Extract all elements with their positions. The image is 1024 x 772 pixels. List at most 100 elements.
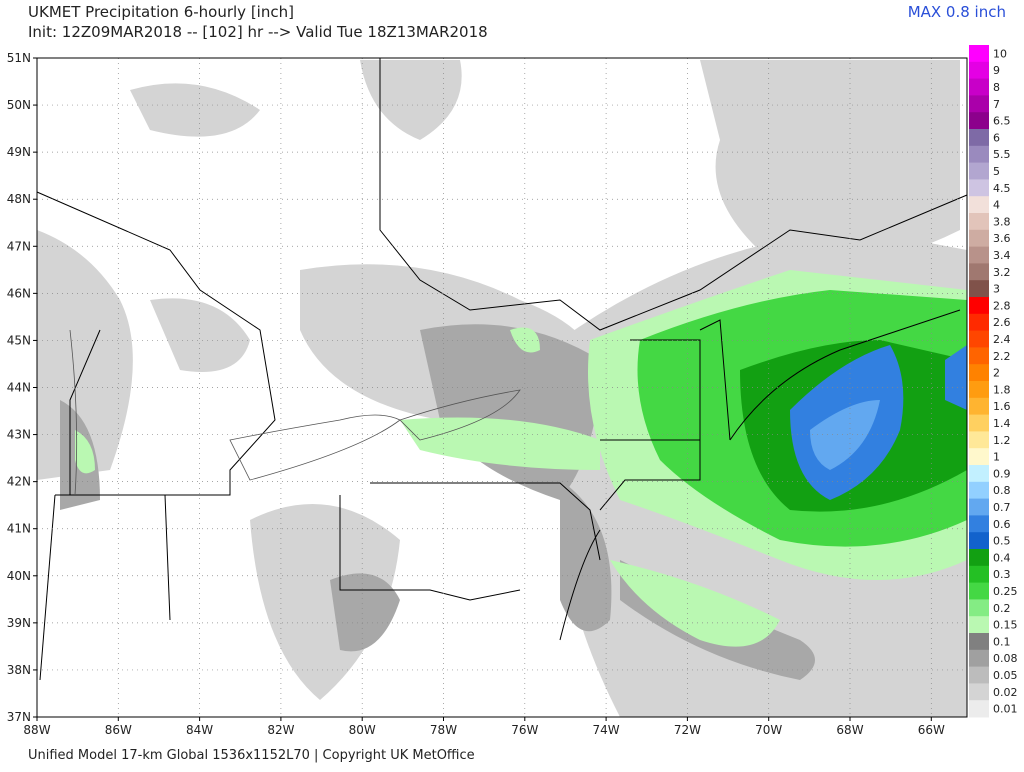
colorbar-label: 1.6 bbox=[993, 400, 1011, 413]
lon-label: 68W bbox=[836, 723, 863, 737]
colorbar-swatch bbox=[969, 666, 989, 684]
colorbar-swatch bbox=[969, 465, 989, 483]
lon-label: 88W bbox=[23, 723, 50, 737]
lon-label: 72W bbox=[674, 723, 701, 737]
colorbar-swatch bbox=[969, 297, 989, 315]
colorbar-label: 9 bbox=[993, 64, 1000, 77]
colorbar-swatch bbox=[969, 649, 989, 668]
colorbar-swatch bbox=[969, 263, 989, 281]
colorbar-label: 8 bbox=[993, 81, 1000, 94]
colorbar-label: 1.8 bbox=[993, 383, 1011, 396]
title: UKMET Precipitation 6-hourly [inch] bbox=[28, 3, 294, 21]
colorbar-label: 3.4 bbox=[993, 249, 1011, 262]
colorbar-swatch bbox=[969, 45, 989, 63]
colorbar-label: 2 bbox=[993, 367, 1000, 380]
lat-label: 44N bbox=[7, 381, 31, 395]
lat-label: 45N bbox=[7, 333, 31, 347]
colorbar-swatch bbox=[969, 61, 989, 80]
colorbar-label: 0.02 bbox=[993, 686, 1018, 699]
colorbar-label: 0.15 bbox=[993, 619, 1018, 632]
colorbar-swatch bbox=[969, 129, 989, 147]
lat-label: 42N bbox=[7, 475, 31, 489]
lat-label: 37N bbox=[7, 710, 31, 724]
colorbar-label: 3.8 bbox=[993, 215, 1011, 228]
colorbar-label: 0.9 bbox=[993, 467, 1011, 480]
lon-label: 76W bbox=[511, 723, 538, 737]
colorbar-swatch bbox=[969, 515, 989, 533]
colorbar-swatch bbox=[969, 280, 989, 298]
lat-label: 49N bbox=[7, 145, 31, 159]
colorbar-label: 0.8 bbox=[993, 484, 1011, 497]
colorbar-label: 0.05 bbox=[993, 669, 1018, 682]
colorbar-label: 7 bbox=[993, 98, 1000, 111]
lon-label: 74W bbox=[593, 723, 620, 737]
colorbar-label: 0.1 bbox=[993, 635, 1011, 648]
lon-label: 82W bbox=[267, 723, 294, 737]
colorbar-swatch bbox=[969, 582, 989, 600]
lat-label: 43N bbox=[7, 428, 31, 442]
lat-label: 46N bbox=[7, 286, 31, 300]
lat-label: 48N bbox=[7, 192, 31, 206]
colorbar-label: 0.3 bbox=[993, 568, 1011, 581]
lon-label: 66W bbox=[918, 723, 945, 737]
colorbar-swatch bbox=[969, 700, 989, 718]
colorbar-swatch bbox=[969, 565, 989, 584]
colorbar-swatch bbox=[969, 330, 989, 348]
colorbar-label: 1.4 bbox=[993, 417, 1011, 430]
colorbar-label: 3 bbox=[993, 283, 1000, 296]
colorbar-label: 0.7 bbox=[993, 501, 1011, 514]
colorbar-swatch bbox=[969, 145, 989, 164]
colorbar-label: 0.2 bbox=[993, 602, 1011, 615]
colorbar-label: 6.5 bbox=[993, 115, 1011, 128]
subtitle: Init: 12Z09MAR2018 -- [102] hr --> Valid… bbox=[28, 23, 488, 41]
colorbar-swatch bbox=[969, 431, 989, 449]
colorbar-swatch bbox=[969, 229, 989, 248]
colorbar-label: 6 bbox=[993, 131, 1000, 144]
colorbar-swatch bbox=[969, 162, 989, 180]
colorbar-label: 5 bbox=[993, 165, 1000, 178]
colorbar-label: 2.2 bbox=[993, 350, 1011, 363]
colorbar-label: 10 bbox=[993, 47, 1007, 60]
colorbar-swatch bbox=[969, 532, 989, 550]
colorbar-swatch bbox=[969, 179, 989, 197]
colorbar-swatch bbox=[969, 616, 989, 634]
colorbar-label: 0.5 bbox=[993, 535, 1011, 548]
colorbar-label: 2.4 bbox=[993, 333, 1011, 346]
colorbar-label: 0.25 bbox=[993, 585, 1018, 598]
footer: Unified Model 17-km Global 1536x1152L70 … bbox=[28, 748, 475, 763]
colorbar-label: 3.6 bbox=[993, 232, 1011, 245]
colorbar-label: 4.5 bbox=[993, 182, 1011, 195]
colorbar-swatch bbox=[969, 683, 989, 701]
colorbar-swatch bbox=[969, 112, 989, 130]
lon-label: 84W bbox=[186, 723, 213, 737]
colorbar-swatch bbox=[969, 381, 989, 399]
colorbar-swatch bbox=[969, 196, 989, 214]
colorbar-swatch bbox=[969, 448, 989, 466]
lon-label: 70W bbox=[755, 723, 782, 737]
colorbar-swatch bbox=[969, 246, 989, 264]
lat-label: 47N bbox=[7, 239, 31, 253]
colorbar-label: 1 bbox=[993, 451, 1000, 464]
colorbar-swatch bbox=[969, 397, 989, 416]
max-label: MAX 0.8 inch bbox=[908, 3, 1006, 21]
lat-label: 40N bbox=[7, 569, 31, 583]
boundaries bbox=[36, 58, 968, 681]
lat-label: 39N bbox=[7, 616, 31, 630]
colorbar-swatch bbox=[969, 481, 989, 500]
colorbar-label: 0.01 bbox=[993, 703, 1018, 716]
lat-label: 50N bbox=[7, 98, 31, 112]
graticule bbox=[37, 58, 967, 717]
colorbar-swatch bbox=[969, 414, 989, 432]
lat-label: 41N bbox=[7, 522, 31, 536]
map bbox=[36, 57, 968, 718]
colorbar-label: 3.2 bbox=[993, 266, 1011, 279]
colorbar-label: 5.5 bbox=[993, 148, 1011, 161]
colorbar-swatch bbox=[969, 599, 989, 617]
colorbar-label: 4 bbox=[993, 199, 1000, 212]
colorbar-swatch bbox=[969, 498, 989, 516]
colorbar-swatch bbox=[969, 549, 989, 567]
colorbar: 10 9 8 7 6.5 6 5.5 5 4.5 4 3.8 3.6 3.4 3.2 3 2.8 2.6 2.4 2… bbox=[969, 45, 1018, 718]
colorbar-swatch bbox=[969, 213, 989, 231]
